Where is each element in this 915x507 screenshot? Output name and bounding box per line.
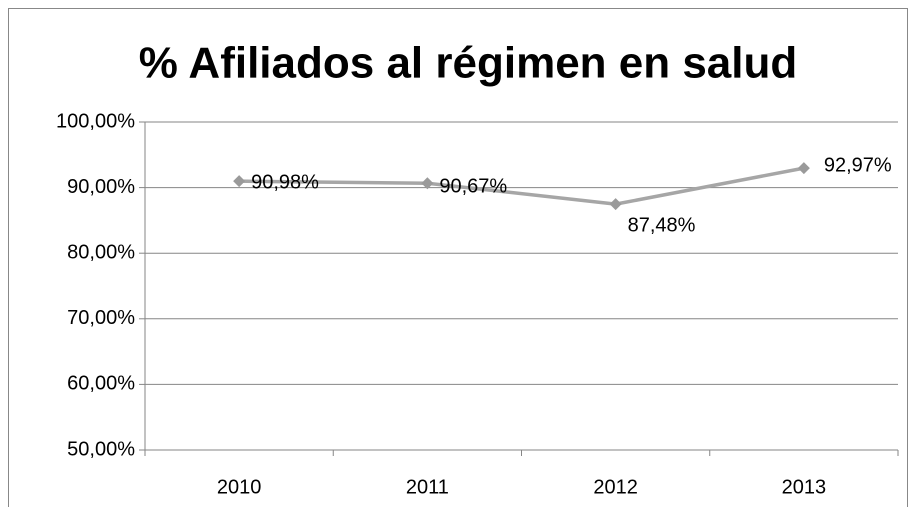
marker — [233, 175, 246, 188]
data-label: 90,98% — [251, 171, 319, 193]
data-label: 87,48% — [628, 214, 696, 236]
chart-title: % Afiliados al régimen en salud — [139, 39, 798, 88]
data-label: 92,97% — [824, 154, 892, 176]
y-tick-label: 60,00% — [67, 373, 135, 395]
y-tick-label: 50,00% — [67, 438, 135, 460]
x-tick-label: 2011 — [406, 476, 449, 498]
series-line — [239, 166, 805, 206]
chart-border — [8, 8, 908, 507]
y-tick-label: 80,00% — [67, 241, 135, 263]
marker — [797, 162, 810, 175]
y-tick-label: 100,00% — [56, 110, 135, 132]
y-tick-label: 70,00% — [67, 307, 135, 329]
y-tick-label: 90,00% — [67, 176, 135, 198]
x-tick-label: 2012 — [593, 476, 638, 498]
marker — [609, 198, 622, 211]
x-tick-label: 2013 — [782, 476, 827, 498]
x-tick-label: 2010 — [217, 476, 262, 498]
marker — [421, 177, 434, 190]
data-label: 90,67% — [439, 175, 507, 197]
